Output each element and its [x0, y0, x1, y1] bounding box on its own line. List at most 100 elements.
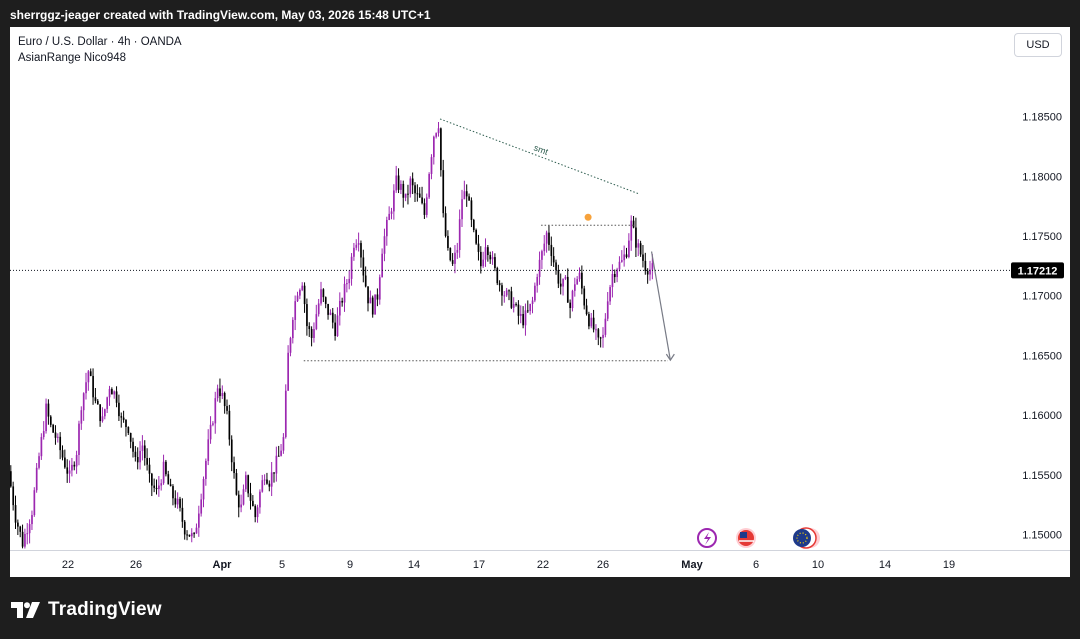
candle-body [40, 437, 43, 457]
candle-body [550, 244, 553, 257]
candle-body [548, 232, 550, 245]
candle-body [613, 273, 616, 278]
candle-body [162, 461, 165, 484]
candle-body [151, 473, 153, 486]
indicator-label[interactable]: AsianRange Nico948 [18, 52, 127, 64]
candle-body [66, 467, 69, 474]
candle-body [24, 533, 26, 547]
candle-body [418, 193, 421, 198]
candle-body [186, 534, 188, 536]
x-tick-label: 26 [597, 559, 609, 571]
candle-body [371, 297, 374, 315]
candle-body [555, 262, 557, 271]
candle-body [404, 193, 407, 198]
candle-body [362, 257, 365, 276]
candle-body [308, 326, 311, 330]
candle-body [604, 318, 607, 335]
candle-body [616, 269, 618, 278]
candle-body [465, 191, 468, 197]
candle-body [176, 498, 179, 505]
candle-body [320, 289, 322, 304]
candle-body [256, 507, 259, 518]
candle-body [360, 243, 362, 258]
candle-body [136, 457, 139, 463]
candle-body [292, 319, 294, 339]
chart-panel[interactable]: 1.15000 1.15500 1.16000 1.16500 1.17000 1.175… [10, 27, 1070, 577]
candle-body [10, 471, 12, 487]
candle-body [623, 254, 626, 261]
candle-body [524, 310, 527, 326]
candle-body [45, 403, 47, 432]
candle-body [632, 220, 635, 228]
candle-body [329, 312, 332, 315]
candle-body [388, 213, 391, 220]
chart-legend: Euro / U.S. Dollar · 4h · OANDA AsianRan… [18, 34, 182, 66]
candle-body [442, 170, 445, 214]
candle-body [111, 389, 113, 395]
candle-body [327, 303, 329, 315]
candle-body [237, 494, 240, 508]
candle-body [599, 337, 602, 339]
candle-body [21, 531, 24, 547]
candle-body [545, 232, 548, 244]
candle-body [49, 416, 52, 425]
tradingview-logo-icon [11, 602, 40, 618]
symbol-title[interactable]: Euro / U.S. Dollar · 4h · OANDA [18, 36, 182, 48]
candle-body [353, 247, 355, 257]
candle-body [129, 432, 132, 442]
candle-body [155, 487, 158, 490]
projection-arrowhead [665, 353, 675, 362]
candle-body [618, 261, 621, 270]
candle-body [501, 285, 503, 296]
candle-body [435, 133, 438, 137]
projection-arrow [650, 251, 671, 361]
y-tick-label: 1.16000 [1022, 410, 1062, 422]
candle-body [609, 287, 611, 302]
candle-body [339, 300, 341, 316]
candle-body [301, 285, 304, 291]
candle-body [355, 244, 358, 248]
candle-body [242, 489, 245, 505]
x-tick-label: 17 [473, 559, 485, 571]
candle-body [221, 393, 224, 397]
candle-body [482, 259, 485, 267]
candle-body [303, 285, 306, 305]
candle-body [289, 338, 292, 353]
y-tick-label: 1.18500 [1022, 112, 1062, 124]
candle-body [383, 236, 386, 254]
candle-body [508, 290, 510, 292]
candle-body [505, 290, 508, 296]
price-chart[interactable]: 1.15000 1.15500 1.16000 1.16500 1.17000 1.175… [10, 27, 1070, 577]
candle-body [101, 416, 104, 422]
candle-body [282, 437, 285, 451]
candle-body [275, 455, 278, 474]
candle-body [228, 410, 231, 440]
candle-body [367, 286, 369, 304]
candle-body [108, 389, 111, 398]
candle-body [646, 270, 649, 275]
lightning-bolt-icon [704, 532, 711, 545]
candle-body [451, 260, 454, 264]
candle-body [456, 249, 459, 253]
candle-body [33, 490, 36, 516]
y-tick-label: 1.15000 [1022, 529, 1062, 541]
candle-body [299, 290, 301, 296]
candle-body [585, 305, 588, 315]
candle-body [423, 203, 426, 215]
candle-body [428, 173, 430, 198]
candle-body [574, 284, 576, 291]
smt-label: smt [532, 143, 550, 158]
candle-body [82, 393, 85, 411]
candle-body [115, 391, 118, 403]
candle-body [172, 486, 174, 499]
candle-body [498, 283, 501, 286]
candle-body [527, 310, 529, 312]
candle-body [480, 251, 482, 267]
candle-body [381, 253, 383, 278]
candle-body [125, 419, 127, 428]
candle-body [92, 375, 94, 398]
y-tick-label: 1.15500 [1022, 470, 1062, 482]
currency-button[interactable]: USD [1014, 33, 1062, 57]
y-tick-label: 1.16500 [1022, 350, 1062, 362]
candle-body [494, 257, 496, 269]
